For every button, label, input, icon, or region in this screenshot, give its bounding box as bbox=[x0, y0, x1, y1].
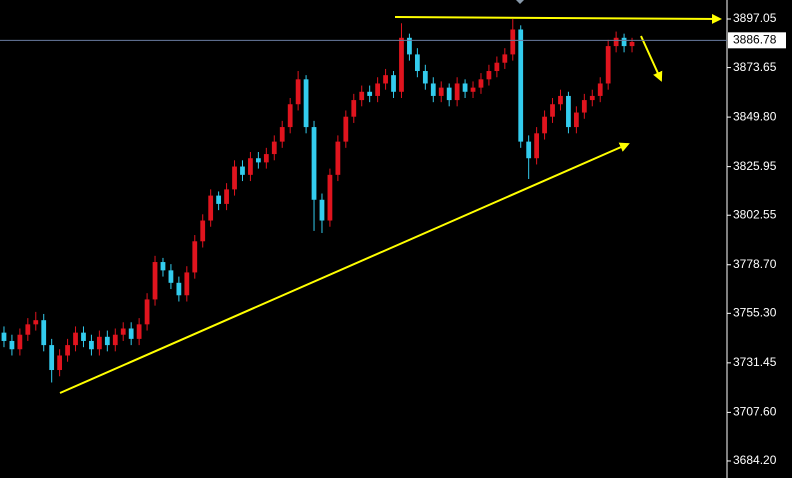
candle-body bbox=[112, 334, 118, 346]
candle-body bbox=[359, 91, 365, 101]
y-tick-label: 3873.65 bbox=[733, 60, 777, 74]
candle-body bbox=[200, 220, 206, 242]
candle-body bbox=[96, 336, 102, 350]
candle-body bbox=[152, 262, 158, 300]
candle-body bbox=[240, 166, 245, 175]
candle-body bbox=[65, 345, 70, 356]
y-tick-label: 3684.20 bbox=[733, 453, 777, 467]
candle-body bbox=[446, 87, 452, 101]
candle-body bbox=[414, 54, 420, 72]
candle-body bbox=[168, 270, 174, 283]
candle-body bbox=[399, 37, 404, 92]
candle-body bbox=[502, 54, 508, 63]
candle-body bbox=[621, 37, 627, 47]
candle-body bbox=[1, 332, 7, 341]
candle-body bbox=[208, 195, 214, 221]
candle-body bbox=[248, 158, 253, 175]
candle-body bbox=[33, 320, 39, 325]
candle-body bbox=[295, 79, 301, 105]
candle-body bbox=[343, 116, 349, 142]
candle-body bbox=[120, 328, 126, 335]
y-tick-label: 3825.95 bbox=[733, 159, 777, 173]
candle-body bbox=[486, 71, 492, 80]
candle-body bbox=[192, 241, 198, 273]
candle-body bbox=[17, 334, 23, 350]
candle-body bbox=[494, 62, 500, 72]
candle-body bbox=[478, 79, 484, 88]
candle-body bbox=[613, 37, 619, 47]
candle-body bbox=[438, 87, 444, 96]
candle-body bbox=[335, 141, 341, 175]
candle-body bbox=[470, 87, 476, 92]
candle-body bbox=[526, 141, 532, 159]
candle-body bbox=[391, 75, 396, 92]
trend-line bbox=[59, 142, 630, 394]
candle-body bbox=[550, 104, 555, 117]
candle-body bbox=[573, 112, 579, 128]
y-tick-label: 3778.70 bbox=[733, 257, 777, 271]
candle-body bbox=[128, 328, 134, 339]
candle-body bbox=[184, 272, 190, 296]
candle-body bbox=[216, 195, 222, 204]
last-price-box bbox=[728, 32, 786, 49]
candle-body bbox=[160, 262, 166, 271]
candle-body bbox=[629, 41, 635, 47]
candle-body bbox=[136, 324, 142, 339]
candle-body bbox=[303, 79, 309, 128]
candle-body bbox=[367, 91, 373, 96]
candle-body bbox=[383, 75, 388, 84]
resistance-line bbox=[394, 13, 722, 24]
candle-body bbox=[104, 336, 110, 346]
y-tick-label: 3897.05 bbox=[733, 11, 777, 25]
candle-body bbox=[311, 127, 317, 200]
candle-body bbox=[534, 133, 540, 159]
candle-body bbox=[319, 199, 325, 221]
candle-body bbox=[263, 154, 269, 163]
candle-body bbox=[558, 95, 563, 105]
candle-body bbox=[605, 46, 611, 84]
y-tick-label: 3849.80 bbox=[733, 109, 777, 123]
y-tick-label: 3755.30 bbox=[733, 306, 777, 320]
candle-body bbox=[542, 116, 547, 134]
y-tick-label: 3731.45 bbox=[733, 355, 777, 369]
candle-body bbox=[232, 166, 237, 190]
candle-body bbox=[271, 141, 277, 155]
candle-body bbox=[327, 174, 333, 221]
candle-body bbox=[176, 282, 182, 296]
candle-body bbox=[454, 83, 460, 101]
candle-body bbox=[144, 299, 150, 325]
last-price-label: 3886.78 bbox=[733, 32, 777, 46]
candle-body bbox=[407, 37, 412, 55]
candle-body bbox=[351, 100, 357, 117]
candle-body bbox=[287, 104, 293, 128]
candle-body bbox=[81, 332, 86, 341]
candle-body bbox=[255, 158, 261, 163]
candle-body bbox=[57, 355, 63, 371]
candle-body bbox=[73, 332, 78, 346]
candle-body bbox=[422, 71, 428, 84]
candle-body bbox=[589, 95, 595, 101]
candle-body bbox=[597, 83, 603, 96]
candle-body bbox=[375, 83, 381, 96]
candle-body bbox=[89, 340, 94, 350]
down-arrow bbox=[640, 35, 663, 82]
candle-body bbox=[518, 29, 524, 142]
marker bbox=[516, 0, 524, 4]
y-tick-label: 3802.55 bbox=[733, 207, 777, 221]
y-tick-label: 3707.60 bbox=[733, 405, 777, 419]
candle-body bbox=[430, 83, 436, 96]
candle-body bbox=[41, 320, 47, 346]
candle-body bbox=[462, 83, 468, 92]
candle-body bbox=[279, 127, 285, 142]
candle-body bbox=[9, 340, 15, 350]
candle-body bbox=[25, 324, 31, 335]
candle-body bbox=[566, 95, 571, 128]
candle-body bbox=[49, 345, 55, 371]
candle-body bbox=[224, 189, 229, 204]
candle-body bbox=[510, 29, 516, 55]
candle-body bbox=[581, 100, 587, 113]
